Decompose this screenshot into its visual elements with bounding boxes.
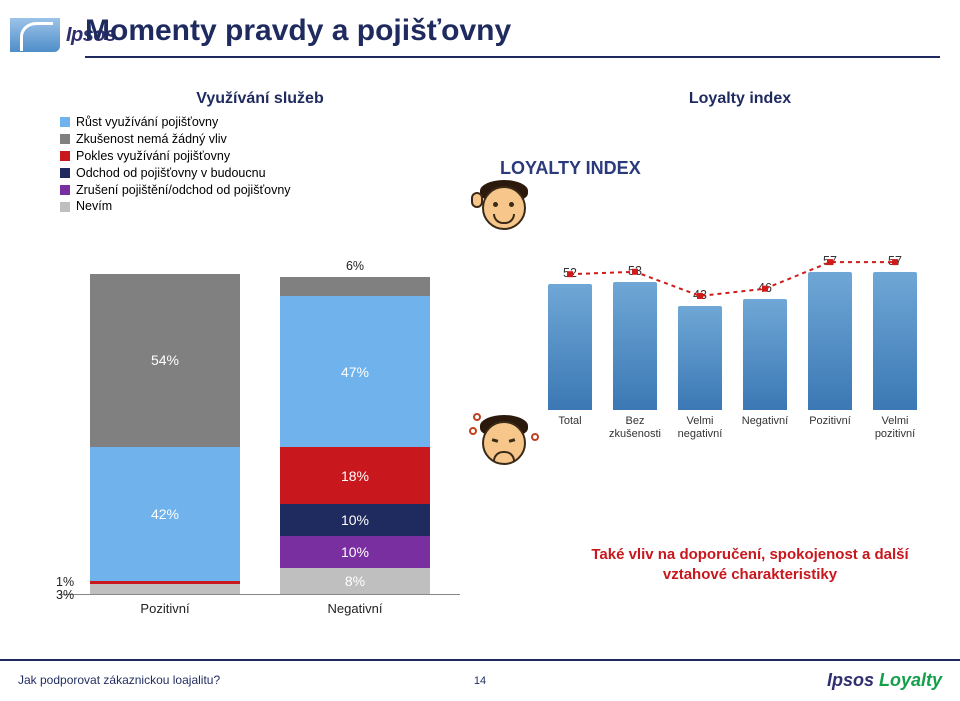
segment-value-label: 3% [56, 588, 74, 602]
stacked-bar-segment: 8% [280, 568, 430, 594]
stacked-bar-segment: 18% [280, 447, 430, 505]
footer-brand-loyalty: Loyalty [879, 670, 942, 690]
slide: Ipsos Momenty pravdy a pojišťovny Využív… [0, 0, 960, 701]
stacked-bar-axis-label: Pozitivní [90, 601, 240, 616]
footer-brand: Ipsos Loyalty [827, 670, 942, 691]
stacked-bar-segment: 47% [280, 296, 430, 446]
legend-swatch [60, 168, 70, 178]
stacked-bar-segment: 6% [280, 277, 430, 296]
stacked-bar-chart: 54%42%1%3%Pozitivní6%47%18%10%10%8%Negat… [60, 225, 460, 595]
stacked-bar-segment: 54% [90, 274, 240, 447]
angry-face-icon [475, 415, 533, 473]
left-subhead: Využívání služeb [60, 90, 460, 108]
legend-label: Zkušenost nemá žádný vliv [76, 131, 227, 148]
legend-item: Zkušenost nemá žádný vliv [60, 131, 460, 148]
segment-value-label: 10% [341, 544, 369, 560]
legend-item: Růst využívání pojišťovny [60, 114, 460, 131]
stacked-bar-axis-label: Negativní [280, 601, 430, 616]
footer-rule [0, 659, 960, 661]
stacked-bar-column: 6%47%18%10%10%8%Negativní [280, 277, 430, 594]
legend-swatch [60, 117, 70, 127]
stacked-bar-segment: 10% [280, 536, 430, 568]
legend-label: Nevím [76, 198, 112, 215]
legend-label: Odchod od pojišťovny v budoucnu [76, 165, 266, 182]
legend-label: Zrušení pojištění/odchod od pojišťovny [76, 182, 291, 199]
legend-item: Odchod od pojišťovny v budoucnu [60, 165, 460, 182]
segment-value-label: 6% [280, 259, 430, 273]
title-rule [85, 56, 940, 58]
legend-item: Nevím [60, 198, 460, 215]
stacked-bar-segment: 10% [280, 504, 430, 536]
loyalty-bar-label: Total [540, 415, 600, 428]
legend-swatch [60, 151, 70, 161]
stacked-bar-segment: 42% [90, 447, 240, 581]
legend-item: Pokles využívání pojišťovny [60, 148, 460, 165]
segment-value-label: 8% [345, 573, 365, 589]
segment-value-label: 42% [151, 506, 179, 522]
loyalty-axis-title: LOYALTY INDEX [500, 158, 641, 179]
callout-text: Také vliv na doporučení, spokojenost a d… [570, 545, 930, 584]
loyalty-bar-label: Bez zkušenosti [605, 415, 665, 440]
segment-value-label: 18% [341, 468, 369, 484]
page-title: Momenty pravdy a pojišťovny [85, 14, 940, 48]
stacked-bar-column: 54%42%1%3%Pozitivní [90, 274, 240, 594]
legend-swatch [60, 202, 70, 212]
legend-item: Zrušení pojištění/odchod od pojišťovny [60, 182, 460, 199]
footer-left-text: Jak podporovat zákaznickou loajalitu? [18, 673, 220, 687]
legend-swatch [60, 134, 70, 144]
legend: Růst využívání pojišťovnyZkušenost nemá … [60, 114, 460, 215]
loyalty-bar-label: Velmi pozitivní [865, 415, 925, 440]
left-block: Využívání služeb Růst využívání pojišťov… [60, 90, 460, 215]
legend-label: Pokles využívání pojišťovny [76, 148, 230, 165]
segment-value-label: 1% [56, 575, 74, 589]
ipsos-logo-mark [10, 18, 60, 52]
stacked-bar-segment: 3% [90, 584, 240, 594]
loyalty-bar-label: Pozitivní [800, 415, 860, 428]
segment-value-label: 54% [151, 352, 179, 368]
trendline [548, 240, 938, 410]
legend-swatch [60, 185, 70, 195]
footer-page-number: 14 [474, 675, 486, 687]
legend-label: Růst využívání pojišťovny [76, 114, 218, 131]
right-subhead: Loyalty index [560, 90, 920, 108]
segment-value-label: 47% [341, 364, 369, 380]
segment-value-label: 10% [341, 512, 369, 528]
happy-face-icon [475, 180, 533, 238]
loyalty-bar-chart: 52Total53Bez zkušenosti43Velmi negativní… [548, 260, 938, 410]
footer-brand-ipsos: Ipsos [827, 670, 879, 690]
loyalty-bar-label: Velmi negativní [670, 415, 730, 440]
loyalty-bar-label: Negativní [735, 415, 795, 428]
